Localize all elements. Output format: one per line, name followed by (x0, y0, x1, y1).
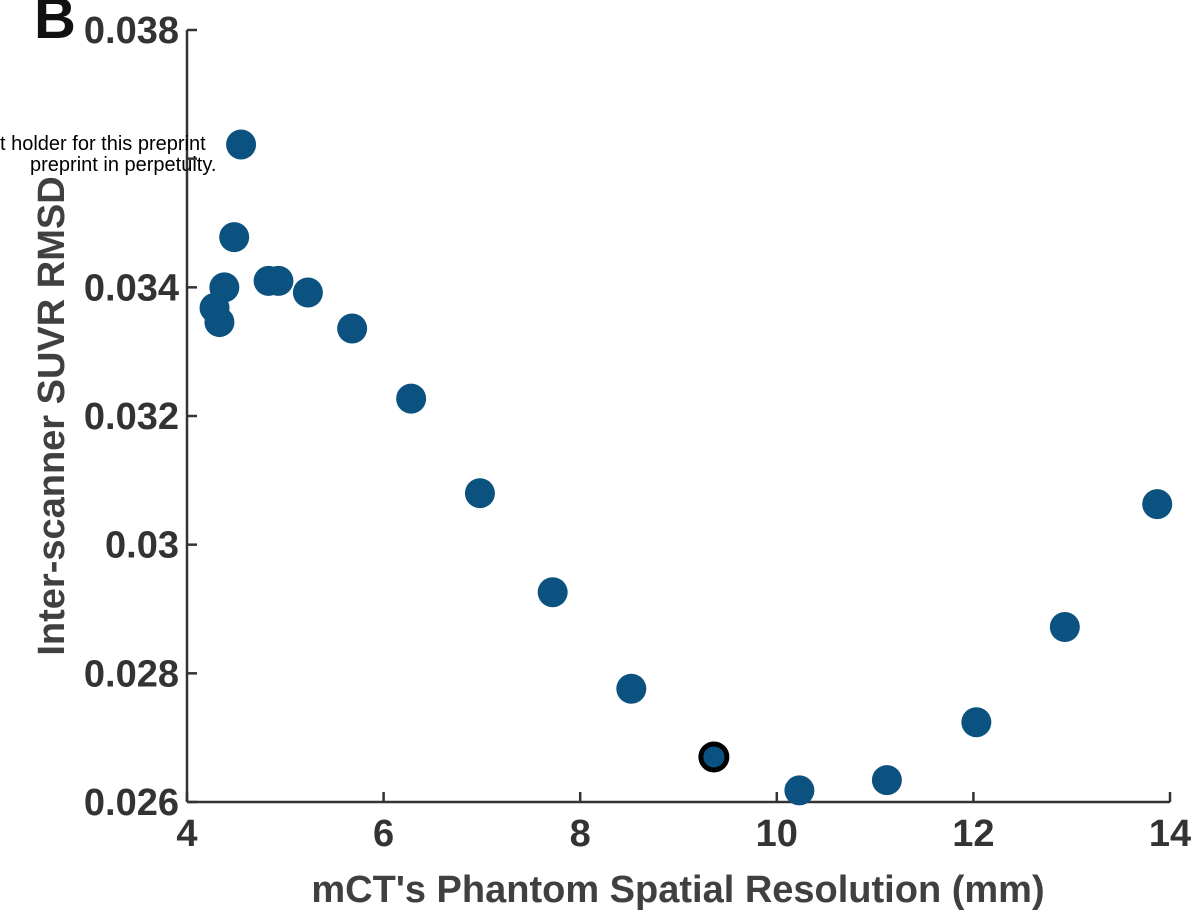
x-tick-label: 6 (373, 813, 394, 855)
highlighted-data-point (698, 741, 730, 773)
x-tick-label: 4 (176, 813, 197, 855)
x-tick-label: 14 (1149, 813, 1191, 855)
y-tick-label: 0.038 (84, 10, 179, 52)
data-point (464, 478, 495, 509)
y-tick-label: 0.034 (84, 267, 179, 309)
data-point (616, 673, 647, 704)
data-point (784, 775, 815, 806)
watermark-line-2: preprint in perpetuity. (30, 154, 216, 176)
data-point (204, 307, 235, 338)
x-axis-label: mCT's Phantom Spatial Resolution (mm) (311, 869, 1044, 911)
data-point (337, 313, 368, 344)
ticks: 4 6 8 10 12 14 0.026 0.028 0.03 0.032 0.034 0.038 (84, 10, 1191, 855)
y-tick-label: 0.028 (84, 653, 179, 695)
data-point (1049, 612, 1080, 643)
data-point (537, 577, 568, 608)
y-tick-label: 0.032 (84, 396, 179, 438)
data-point (1142, 489, 1173, 520)
data-point (226, 129, 257, 160)
data-point (263, 265, 294, 296)
panel-letter: B (34, 0, 76, 51)
x-tick-label: 8 (570, 813, 591, 855)
data-point (292, 277, 323, 308)
y-tick-label: 0.026 (84, 782, 179, 824)
x-tick-label: 10 (756, 813, 798, 855)
y-axis-label: Inter-scanner SUVR RMSD (31, 176, 73, 655)
data-point (219, 222, 250, 253)
x-tick-label: 12 (952, 813, 994, 855)
data-point (396, 383, 427, 414)
watermark-line-1: t holder for this preprint (0, 133, 206, 155)
axes (185, 30, 1170, 804)
data-points (199, 129, 1173, 806)
y-tick-label: 0.03 (105, 525, 179, 567)
data-point (871, 765, 902, 796)
data-point (961, 707, 992, 738)
